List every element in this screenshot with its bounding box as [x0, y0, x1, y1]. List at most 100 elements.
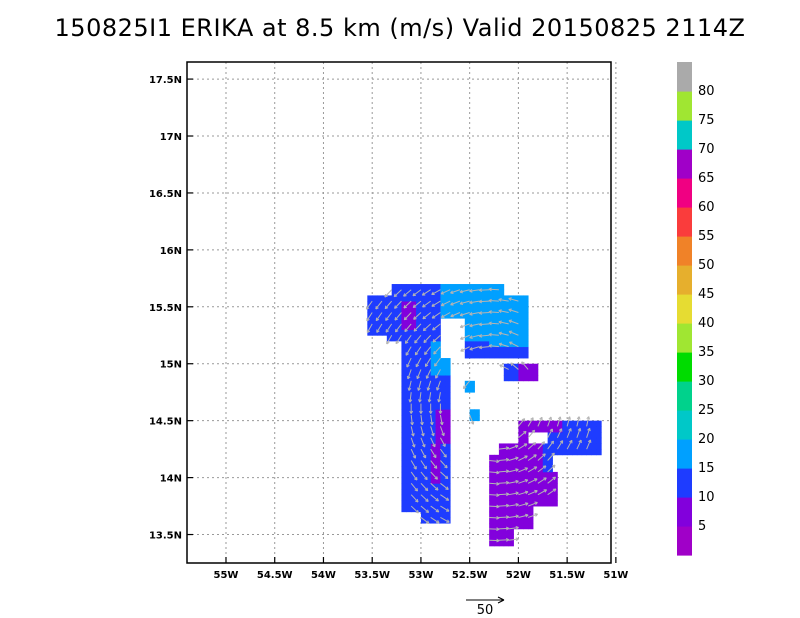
wind-vector-head [587, 427, 590, 431]
wind-speed-cell [406, 380, 412, 387]
wind-vector [576, 416, 580, 427]
wind-speed-cell [420, 488, 427, 496]
wind-speed-cell [533, 460, 539, 467]
wind-vector [527, 478, 538, 484]
wind-vector [518, 455, 528, 461]
wind-speed-cell [445, 392, 451, 399]
wind-speed-cell [508, 488, 514, 496]
wind-vector [450, 300, 461, 306]
wind-speed-cell [528, 420, 534, 427]
wind-vector-head [478, 289, 483, 292]
wind-vector [403, 289, 412, 297]
wind-speed-cell [459, 295, 466, 302]
wind-speed-cell [420, 466, 427, 473]
wind-speed-cell [484, 301, 490, 308]
wind-vector [440, 505, 450, 512]
wind-speed-cell [533, 483, 539, 490]
wind-speed-cell [406, 318, 412, 325]
wind-speed-cell [420, 477, 427, 484]
wind-vector [547, 488, 557, 496]
wind-vector [414, 346, 422, 356]
wind-speed-cell [489, 460, 495, 467]
wind-vector [433, 346, 441, 355]
wind-speed-cell [503, 323, 510, 330]
wind-vector-head [569, 439, 573, 443]
wind-speed-cell [420, 323, 427, 330]
wind-vector-head [469, 337, 473, 339]
wind-speed-cell [420, 284, 427, 291]
wind-speed-cell [430, 454, 436, 461]
wind-speed-cell [581, 426, 588, 433]
wind-vector-head [478, 301, 483, 304]
wind-vector [498, 459, 509, 462]
reference-vector: 50 [466, 596, 505, 618]
wind-speed-cell [406, 449, 412, 456]
wind-speed-cell [401, 443, 407, 450]
wind-speed-cell [372, 312, 378, 319]
wind-speed-cell [445, 432, 451, 439]
wind-speed-cell [489, 329, 495, 336]
wind-speed-cell [411, 306, 417, 313]
wind-speed-cell [450, 295, 456, 302]
wind-vector [394, 300, 402, 309]
x-tick-label: 52W [506, 570, 531, 581]
wind-speed-cell [401, 449, 407, 456]
wind-vector [422, 289, 431, 296]
wind-vector-head [404, 318, 408, 321]
wind-vector [412, 300, 422, 308]
wind-speed-cell [479, 284, 485, 291]
wind-speed-cell [479, 301, 485, 308]
wind-speed-cell [518, 437, 524, 444]
wind-speed-cell [469, 284, 475, 291]
y-axis-ticks: 13.5N 14N 14.5N 15N 15.5N 16N 16.5N 17N 17.5N [149, 75, 193, 542]
wind-speed-cell [503, 312, 510, 319]
wind-speed-cell [416, 506, 422, 513]
wind-vector-head [496, 504, 500, 508]
wind-speed-cell [425, 414, 432, 422]
wind-vector [386, 335, 393, 345]
wind-speed-cell [411, 437, 417, 444]
wind-speed-cell [528, 488, 534, 496]
wind-speed-cell [523, 517, 529, 524]
wind-speed-cell [445, 420, 451, 427]
wind-speed-cell [425, 488, 432, 496]
wind-speed-cell [445, 409, 451, 416]
wind-speed-cell [411, 392, 417, 399]
wind-speed-cell [489, 528, 495, 535]
wind-speed-cell [494, 517, 500, 524]
wind-speed-cell [435, 403, 441, 410]
wind-speed-cell [489, 284, 495, 291]
wind-speed-cell [406, 409, 412, 416]
wind-speed-cell [406, 403, 412, 410]
wind-speed-cell [518, 449, 524, 456]
wind-speed-cell [440, 477, 446, 484]
colorbar-swatch [677, 62, 692, 92]
wind-speed-cell [508, 477, 514, 484]
wind-vector [440, 448, 447, 458]
wind-speed-cell [508, 295, 514, 302]
wind-speed-cell [474, 306, 480, 313]
wind-speed-cell [508, 335, 514, 342]
wind-speed-cell [411, 375, 417, 382]
wind-speed-cell [401, 494, 407, 501]
wind-vector-head [488, 288, 492, 292]
wind-speed-cell [518, 318, 524, 325]
colorbar-label: 65 [698, 171, 715, 186]
wind-speed-cell [552, 471, 558, 479]
wind-speed-cell [596, 449, 602, 456]
wind-speed-cell [508, 460, 514, 467]
wind-vector [420, 482, 429, 491]
wind-speed-cell [567, 449, 573, 456]
wind-speed-cell [425, 506, 432, 513]
wind-speed-cell [523, 335, 529, 342]
wind-vector-head [446, 497, 450, 501]
wind-speed-cell [513, 301, 519, 308]
wind-speed-cell [464, 352, 471, 359]
wind-speed-cell [420, 409, 427, 416]
wind-vector-head [427, 520, 430, 524]
wind-speed-cell [435, 323, 441, 330]
wind-speed-cell [513, 471, 519, 479]
wind-speed-cell [498, 488, 505, 496]
wind-vector-head [447, 519, 450, 523]
wind-speed-cell [518, 295, 524, 302]
